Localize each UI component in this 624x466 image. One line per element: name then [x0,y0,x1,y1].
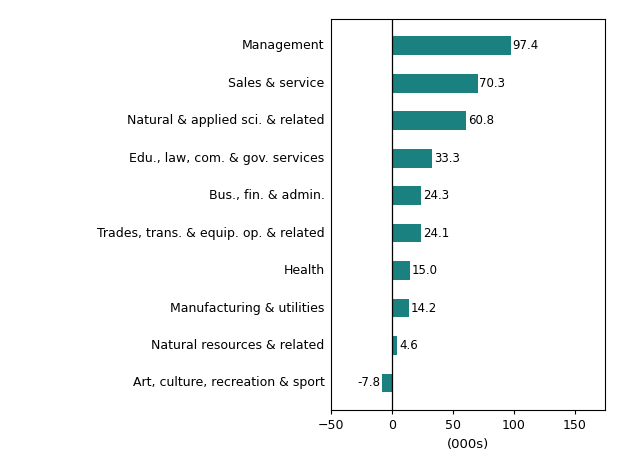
Bar [392,186,421,205]
Bar [392,261,410,280]
Text: 97.4: 97.4 [512,39,539,52]
Bar [392,299,409,317]
Text: Natural & applied sci. & related: Natural & applied sci. & related [127,114,324,127]
Text: Manufacturing & utilities: Manufacturing & utilities [170,302,324,315]
Text: Management: Management [242,39,324,52]
Bar [392,74,477,93]
Text: -7.8: -7.8 [358,377,381,390]
Text: Health: Health [283,264,324,277]
X-axis label: (000s): (000s) [447,438,489,451]
Text: Bus., fin. & admin.: Bus., fin. & admin. [208,189,324,202]
Text: Sales & service: Sales & service [228,77,324,90]
Text: 4.6: 4.6 [399,339,418,352]
Bar [392,111,466,130]
Text: Art, culture, recreation & sport: Art, culture, recreation & sport [133,377,324,390]
Bar [392,336,397,355]
Text: 24.3: 24.3 [423,189,449,202]
Text: 33.3: 33.3 [434,151,460,164]
Text: Trades, trans. & equip. op. & related: Trades, trans. & equip. op. & related [97,226,324,240]
Text: 24.1: 24.1 [423,226,449,240]
Text: 15.0: 15.0 [412,264,438,277]
Bar [392,36,510,55]
Text: Natural resources & related: Natural resources & related [151,339,324,352]
Bar [392,149,432,168]
Text: Edu., law, com. & gov. services: Edu., law, com. & gov. services [129,151,324,164]
Bar [383,374,392,392]
Bar [392,224,421,242]
Text: 14.2: 14.2 [411,302,437,315]
Text: 60.8: 60.8 [468,114,494,127]
Text: 70.3: 70.3 [479,77,505,90]
